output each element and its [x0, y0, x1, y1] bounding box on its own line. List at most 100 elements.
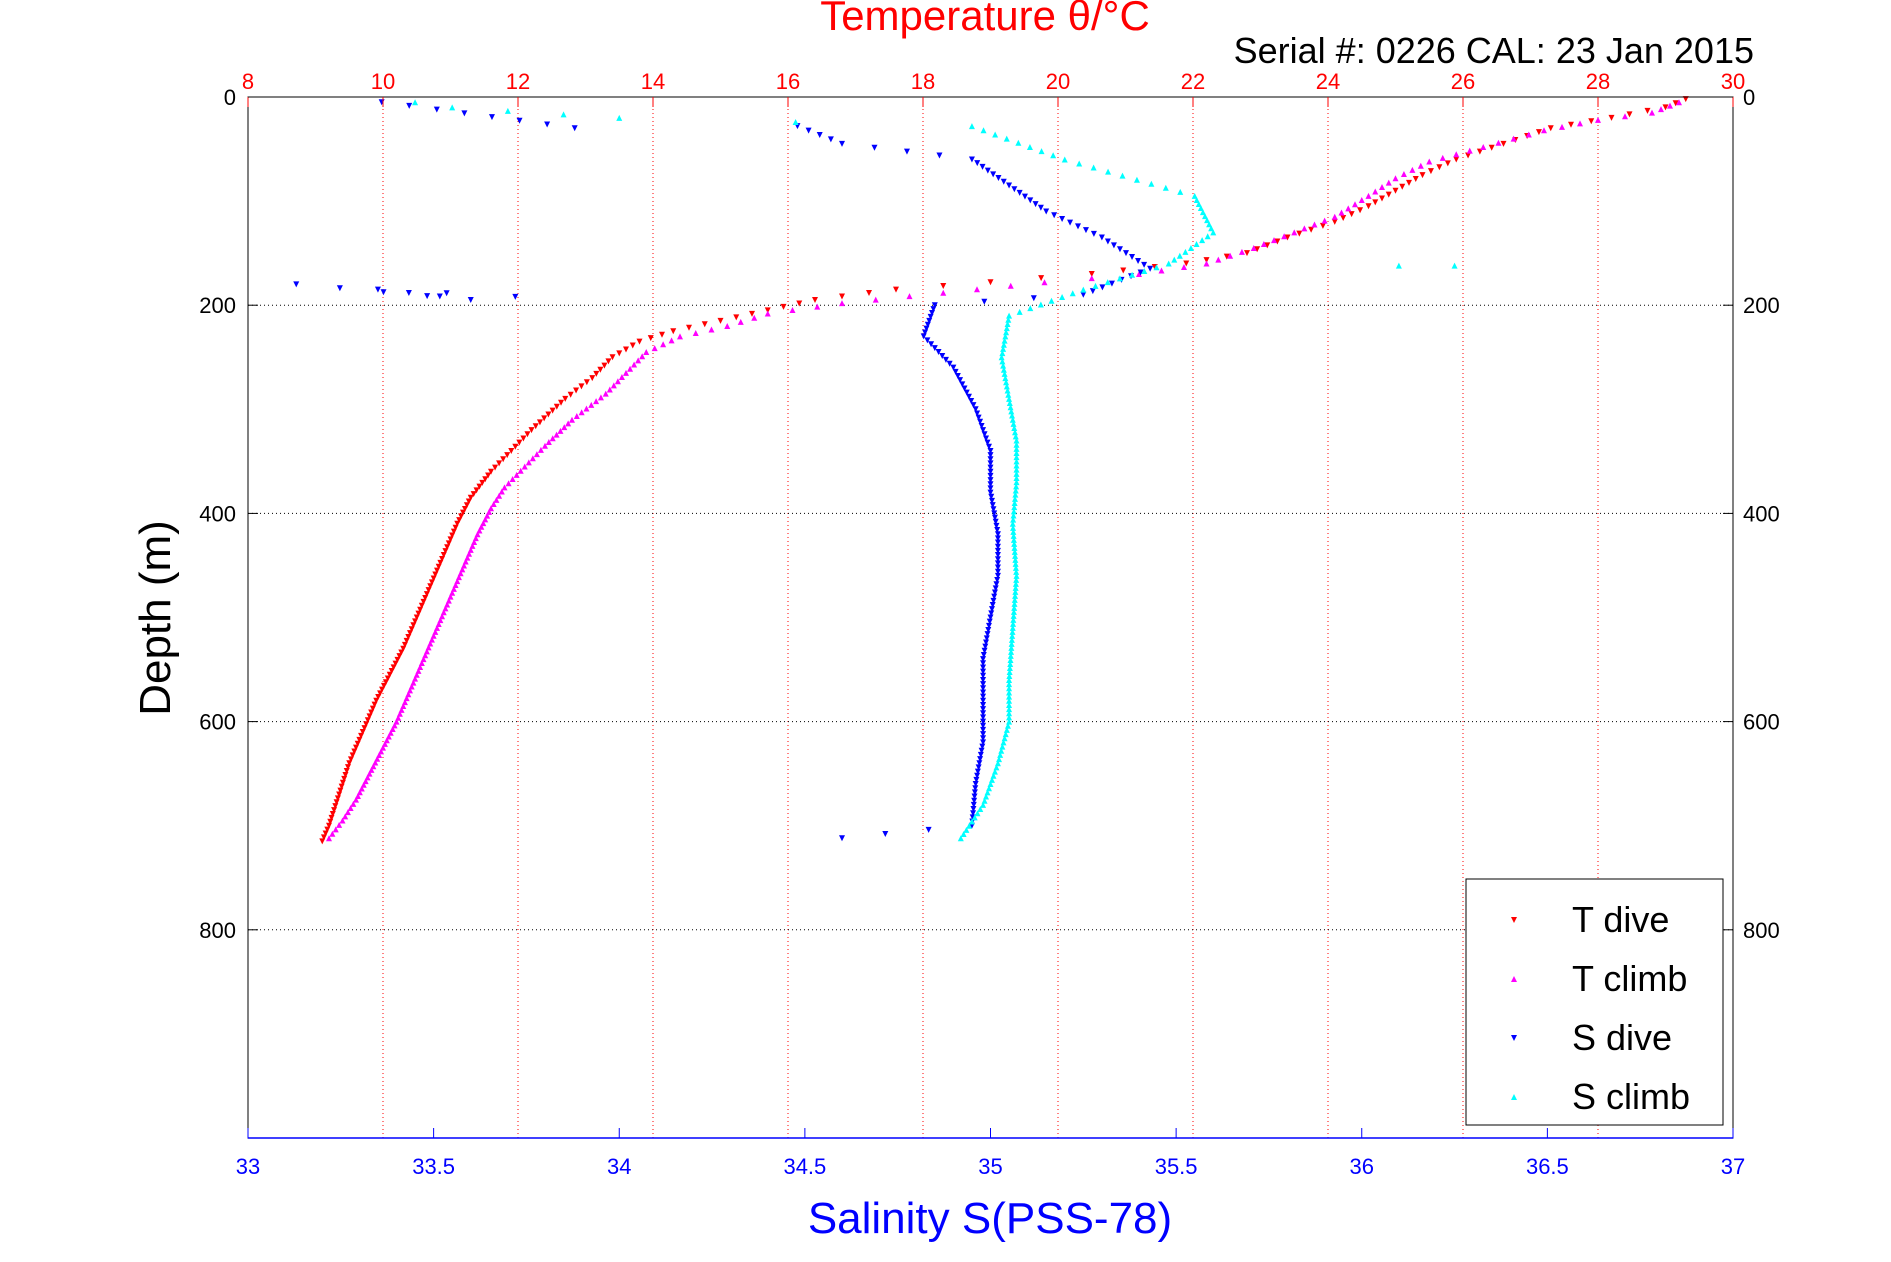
data-point: [358, 732, 365, 739]
data-point: [988, 493, 995, 500]
data-point: [936, 152, 943, 159]
data-point: [1013, 470, 1020, 477]
data-point: [990, 597, 997, 604]
data-point: [394, 656, 401, 663]
data-point: [994, 552, 1001, 559]
data-point: [931, 345, 938, 352]
data-point: [1406, 179, 1412, 186]
data-point: [1133, 176, 1140, 183]
data-point: [1436, 164, 1443, 171]
data-point: [328, 814, 335, 821]
depth-tick-label-left: 600: [199, 710, 236, 735]
data-point: [963, 389, 970, 396]
data-point: [660, 341, 667, 348]
data-point: [1311, 221, 1318, 228]
data-point: [1010, 516, 1017, 523]
data-point: [980, 427, 987, 434]
data-point: [449, 104, 456, 111]
data-point: [343, 768, 350, 775]
data-point: [1181, 264, 1187, 271]
data-point: [1108, 280, 1115, 287]
data-point: [1013, 445, 1020, 452]
data-point: [1453, 156, 1460, 163]
data-point: [965, 393, 972, 400]
salinity-tick-label: 33.5: [412, 1154, 455, 1179]
data-point: [1274, 238, 1281, 245]
depth-tick-label-right: 600: [1743, 710, 1780, 735]
data-point: [1104, 238, 1111, 245]
data-point: [344, 764, 351, 771]
data-point: [1296, 230, 1303, 237]
data-point: [980, 660, 987, 667]
data-point: [1000, 178, 1007, 185]
bottom-axis: 33 33.5 34 34.5 35 35.5 36 36.5 37: [236, 1128, 1745, 1179]
salinity-tick-label: 37: [1721, 1154, 1745, 1179]
data-point: [980, 651, 987, 658]
data-point: [906, 293, 913, 300]
data-point: [1011, 604, 1018, 611]
data-point: [439, 555, 446, 562]
data-point: [331, 807, 338, 814]
data-point: [505, 480, 512, 487]
data-point: [423, 591, 430, 598]
data-point: [588, 401, 595, 408]
data-point: [987, 485, 994, 492]
legend-box: [1465, 878, 1724, 1126]
temperature-tick-label: 20: [1046, 69, 1070, 94]
data-point: [1006, 701, 1013, 708]
data-point: [980, 718, 987, 725]
data-point: [1171, 256, 1178, 263]
data-point: [605, 358, 612, 365]
data-point: [460, 509, 467, 516]
data-point: [1495, 139, 1502, 146]
data-point: [1672, 100, 1679, 107]
data-point: [1379, 184, 1385, 191]
data-point: [389, 726, 396, 733]
data-point: [1176, 252, 1183, 259]
salinity-tick-label: 35.5: [1155, 1154, 1198, 1179]
data-point: [974, 810, 981, 817]
data-point: [513, 471, 520, 478]
data-point: [1005, 391, 1012, 398]
data-point: [988, 606, 995, 613]
data-point: [336, 791, 343, 798]
data-point: [1667, 102, 1673, 109]
data-point: [970, 806, 977, 813]
data-point: [1250, 244, 1257, 251]
data-point: [387, 729, 394, 736]
data-point: [476, 527, 483, 534]
data-point: [573, 387, 580, 394]
data-point: [373, 697, 380, 704]
data-point: [354, 792, 361, 799]
data-point: [1013, 450, 1020, 457]
data-point: [412, 618, 419, 625]
data-point: [972, 406, 979, 413]
data-point: [541, 415, 548, 422]
data-point: [528, 427, 535, 434]
data-point: [1001, 337, 1008, 344]
data-point: [1451, 262, 1458, 269]
data-point: [1409, 166, 1416, 173]
data-point: [983, 639, 990, 646]
data-point: [450, 528, 457, 535]
data-point: [368, 766, 375, 773]
data-point: [980, 681, 987, 688]
salinity-tick-label: 33: [236, 1154, 260, 1179]
data-point: [1006, 400, 1013, 407]
data-point: [1649, 109, 1655, 116]
data-point: [643, 349, 650, 356]
data-point: [1011, 186, 1018, 193]
data-point: [1129, 271, 1136, 278]
data-point: [436, 293, 443, 300]
data-point: [1010, 528, 1017, 535]
data-point: [984, 167, 991, 174]
data-point: [1012, 588, 1019, 595]
data-point: [977, 756, 984, 763]
data-point: [978, 747, 985, 754]
data-point: [1032, 201, 1039, 208]
data-point: [1006, 689, 1013, 696]
data-point: [1291, 229, 1298, 236]
data-point: [1183, 260, 1190, 267]
data-point: [991, 593, 998, 600]
data-point: [532, 423, 539, 430]
